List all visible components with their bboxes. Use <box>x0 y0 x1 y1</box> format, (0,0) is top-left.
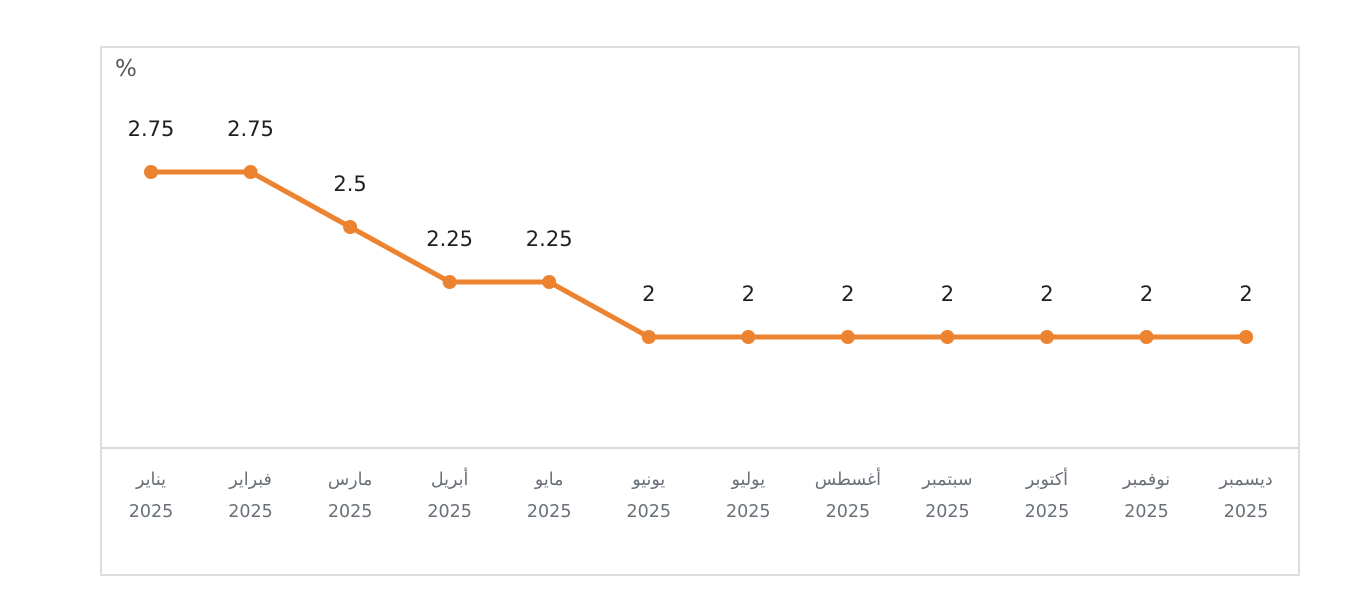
x-axis-tick-label: يونيو 2025 <box>626 464 671 528</box>
data-point-marker <box>343 220 358 234</box>
data-point-label: 2.75 <box>127 117 175 141</box>
x-axis-month-label: يناير <box>135 470 167 490</box>
x-axis-month-label: يونيو <box>632 470 666 490</box>
line-chart-svg <box>144 165 1254 344</box>
x-axis-tick-label: يناير 2025 <box>129 464 174 528</box>
data-point-label: 2 <box>841 282 855 306</box>
x-axis-tick-label: سبتمبر 2025 <box>922 464 972 528</box>
data-point-label: 2.5 <box>333 172 367 196</box>
plot-area: 2.75 2.75 2.5 2.25 2.25 2 2 2 2 2 2 2 يناير 2025 فبرا… <box>102 48 1298 574</box>
x-axis-month-label: سبتمبر <box>922 470 973 490</box>
x-axis-month-label: فبراير <box>229 470 272 490</box>
data-point-marker <box>1139 330 1154 344</box>
x-axis-year-label: 2025 <box>427 502 472 522</box>
x-axis-tick-label: أغسطس 2025 <box>815 464 881 528</box>
x-axis-month-label: ديسمبر <box>1219 470 1273 490</box>
data-point-marker <box>741 330 756 344</box>
x-axis-tick-label: فبراير 2025 <box>228 464 273 528</box>
x-axis-tick-label: أكتوبر 2025 <box>1025 464 1070 528</box>
x-axis-line <box>102 447 1298 449</box>
data-point-label: 2 <box>1239 282 1253 306</box>
x-axis-year-label: 2025 <box>925 502 970 522</box>
series-line <box>148 169 1249 340</box>
data-point-label: 2 <box>642 282 656 306</box>
x-axis-year-label: 2025 <box>1124 502 1169 522</box>
x-axis-tick-label: مايو 2025 <box>527 464 572 528</box>
x-axis-tick-label: أبريل 2025 <box>427 464 472 528</box>
x-axis-tick-label: نوفمبر 2025 <box>1123 464 1170 528</box>
data-point-label: 2.75 <box>227 117 274 141</box>
data-point-marker <box>840 330 855 344</box>
x-axis-year-label: 2025 <box>1024 502 1070 522</box>
data-point-label: 2 <box>741 282 755 306</box>
x-axis-year-label: 2025 <box>228 502 273 522</box>
x-axis-year-label: 2025 <box>1223 502 1269 522</box>
x-axis-year-label: 2025 <box>128 502 174 522</box>
data-point-marker <box>1239 330 1254 344</box>
data-point-marker <box>940 330 955 344</box>
x-axis-month-label: يوليو <box>731 470 766 490</box>
x-axis-month-label: نوفمبر <box>1122 470 1171 490</box>
data-point-marker <box>243 165 258 179</box>
x-axis-year-label: 2025 <box>626 502 672 522</box>
data-point-marker <box>641 330 656 344</box>
data-point-label: 2 <box>1040 282 1054 306</box>
x-axis-month-label: أبريل <box>430 470 469 490</box>
x-axis-month-label: أكتوبر <box>1025 470 1068 490</box>
x-axis-year-label: 2025 <box>526 502 572 522</box>
data-point-marker <box>542 275 557 289</box>
x-axis-tick-label: يوليو 2025 <box>726 464 771 528</box>
x-axis-month-label: أغسطس <box>814 470 881 490</box>
x-axis-year-label: 2025 <box>726 502 771 522</box>
x-axis-year-label: 2025 <box>825 502 871 522</box>
x-axis-tick-label: مارس 2025 <box>328 464 373 528</box>
data-point-label: 2.25 <box>525 227 573 251</box>
data-point-marker <box>1039 330 1054 344</box>
x-axis-tick-label: ديسمبر 2025 <box>1219 464 1272 528</box>
x-axis-year-label: 2025 <box>327 502 373 522</box>
x-axis-month-label: مارس <box>327 470 373 490</box>
y-axis-unit-label: % <box>115 56 137 82</box>
data-point-marker <box>442 275 457 289</box>
rate-chart-card: % 2.75 2.75 2.5 2.25 2.25 2 2 2 2 2 2 2 يناير 2025 فب… <box>100 46 1300 576</box>
data-point-label: 2 <box>940 282 955 306</box>
data-point-label: 2.25 <box>426 227 474 251</box>
data-point-label: 2 <box>1139 282 1154 306</box>
x-axis-month-label: مايو <box>534 470 564 490</box>
data-point-marker <box>144 165 158 179</box>
